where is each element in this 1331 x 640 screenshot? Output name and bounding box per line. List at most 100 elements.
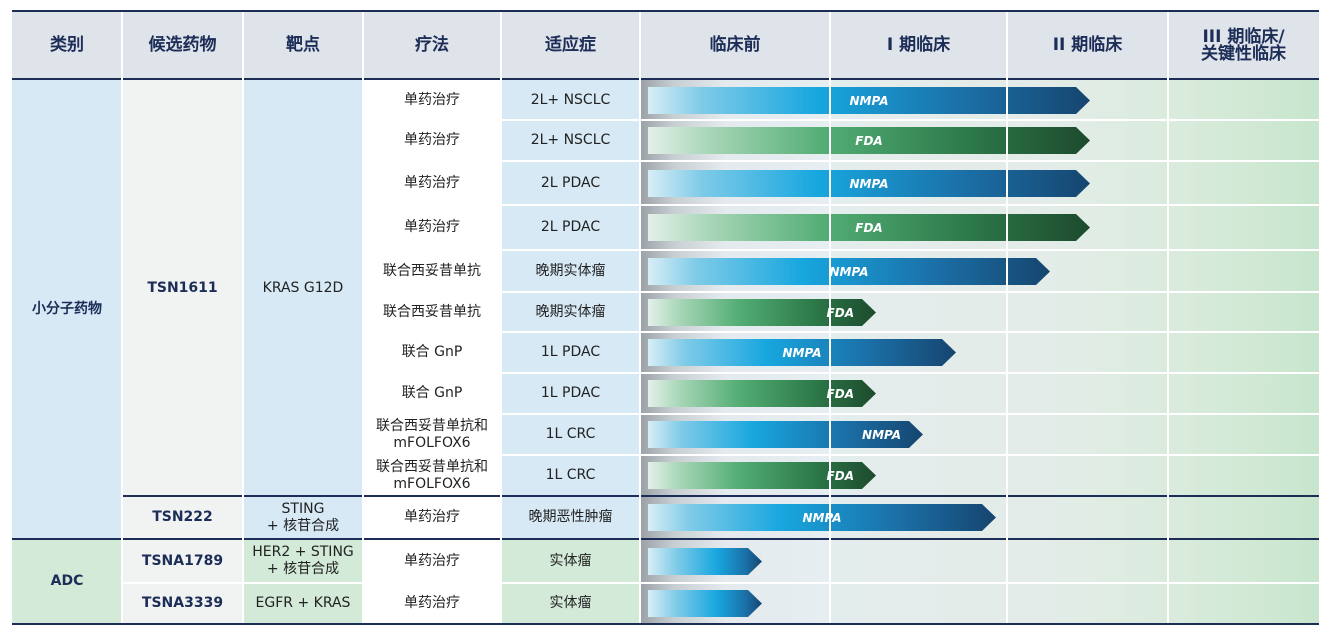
- progress-bar-nmpa: NMPA: [648, 87, 1090, 114]
- target-tsn222-text: + 核苷合成: [266, 517, 340, 534]
- drug-tsn1611: TSN1611: [122, 80, 243, 496]
- bar-label: NMPA: [849, 93, 889, 108]
- therapy-cell-text: 联合西妥昔单抗: [383, 262, 481, 279]
- target-tsna1789-text: + 核苷合成: [266, 561, 340, 577]
- therapy-cell: 单药治疗: [363, 161, 501, 205]
- table-bottom-rule: [12, 623, 1319, 625]
- column-separator: [1167, 12, 1169, 624]
- therapy-cell-text: 单药治疗: [404, 91, 460, 108]
- progress-bar-fda: FDA: [648, 127, 1090, 154]
- header-therapy: 疗法: [363, 12, 501, 79]
- header-top-rule: [12, 10, 1319, 12]
- target-tsn1611: KRAS G12D: [243, 80, 363, 496]
- target-tsn222-text: STING: [281, 500, 325, 517]
- indication-cell: 2L PDAC: [501, 205, 640, 250]
- progress-bar-adc: [648, 590, 762, 617]
- target-tsna3339-text: EGFR + KRAS: [255, 595, 351, 611]
- therapy-cell: 联合西妥昔单抗和 mFOLFOX6: [363, 414, 501, 455]
- category-adc: ADC: [12, 539, 122, 624]
- target-tsna3339: EGFR + KRAS: [243, 583, 363, 624]
- row-separator: [363, 119, 1319, 121]
- drug-tsna3339: TSNA3339: [122, 583, 243, 624]
- indication-cell-text: 1L CRC: [545, 426, 596, 442]
- therapy-cell: 单药治疗: [363, 583, 501, 624]
- therapy-cell-text: 联合西妥昔单抗和: [376, 417, 488, 434]
- column-separator: [362, 12, 364, 624]
- row-separator: [122, 495, 1319, 497]
- indication-cell-text: 实体瘤: [549, 552, 592, 569]
- bar-label: NMPA: [862, 427, 901, 442]
- header-phase1-text: I 期临床: [886, 35, 951, 55]
- column-separator: [1006, 12, 1008, 624]
- therapy-cell-text: 联合西妥昔单抗: [383, 303, 481, 320]
- drug-tsna3339-text: TSNA3339: [141, 595, 224, 611]
- bar-label: NMPA: [782, 345, 822, 360]
- drug-tsna1789: TSNA1789: [122, 539, 243, 583]
- indication-cell-text: 晚期实体瘤: [535, 262, 606, 279]
- indication-cell-text: 2L PDAC: [540, 219, 601, 235]
- header-preclinical-text: 临床前: [709, 35, 761, 55]
- header-phase3-text: 关键性临床: [1201, 43, 1286, 64]
- therapy-cell-text: 联合 GnP: [401, 344, 463, 360]
- therapy-cell-text: 单药治疗: [404, 552, 460, 569]
- bar-label: FDA: [855, 220, 883, 235]
- indication-cell: 实体瘤: [501, 583, 640, 624]
- indication-cell-text: 1L PDAC: [540, 385, 601, 401]
- header-phase1: I 期临床: [830, 12, 1007, 79]
- progress-bar-fda: FDA: [648, 380, 876, 407]
- indication-cell: 2L PDAC: [501, 161, 640, 205]
- therapy-cell: 单药治疗: [363, 496, 501, 539]
- header-bottom-rule: [12, 78, 1319, 80]
- row-separator: [363, 160, 1319, 162]
- row-separator: [12, 538, 1319, 540]
- therapy-cell: 单药治疗: [363, 539, 501, 583]
- indication-cell: 1L PDAC: [501, 332, 640, 373]
- header-phase2: II 期临床: [1007, 12, 1168, 79]
- header-category: 类别: [12, 12, 122, 79]
- therapy-cell-text: 联合西妥昔单抗和: [376, 458, 488, 475]
- row-separator: [363, 454, 1319, 456]
- progress-bar-fda: FDA: [648, 214, 1090, 241]
- indication-cell-text: 2L+ NSCLC: [530, 91, 611, 108]
- header-indication: 适应症: [501, 12, 640, 79]
- bar-label: NMPA: [829, 264, 869, 279]
- therapy-cell-text: 单药治疗: [404, 509, 460, 525]
- header-therapy-text: 疗法: [415, 35, 449, 55]
- target-tsna1789: HER2 + STING + 核苷合成: [243, 539, 363, 583]
- column-separator: [121, 12, 123, 624]
- row-separator: [363, 249, 1319, 251]
- indication-cell: 晚期实体瘤: [501, 250, 640, 292]
- row-separator: [363, 331, 1319, 333]
- target-tsn1611-text: KRAS G12D: [262, 279, 344, 296]
- therapy-cell: 单药治疗: [363, 80, 501, 120]
- header-category-text: 类别: [50, 35, 84, 55]
- indication-cell: 实体瘤: [501, 539, 640, 583]
- therapy-cell: 联合西妥昔单抗: [363, 292, 501, 332]
- header-phase3: III 期临床/关键性临床: [1168, 12, 1319, 79]
- indication-cell-text: 2L PDAC: [540, 174, 601, 191]
- therapy-cell-text: 单药治疗: [404, 595, 460, 611]
- therapy-cell: 单药治疗: [363, 120, 501, 161]
- drug-tsn1611-text: TSN1611: [147, 279, 218, 296]
- indication-cell: 1L PDAC: [501, 373, 640, 414]
- indication-cell-text: 晚期恶性肿瘤: [528, 509, 613, 525]
- indication-cell-text: 实体瘤: [549, 595, 592, 611]
- header-target: 靶点: [243, 12, 363, 79]
- progress-bar-fda: FDA: [648, 462, 876, 489]
- target-tsn222: STING + 核苷合成: [243, 496, 363, 539]
- indication-cell: 1L CRC: [501, 455, 640, 496]
- therapy-cell: 单药治疗: [363, 205, 501, 250]
- target-tsna1789-text: HER2 + STING: [252, 544, 354, 560]
- therapy-cell: 联合西妥昔单抗和 mFOLFOX6: [363, 455, 501, 496]
- therapy-cell-text: mFOLFOX6: [393, 434, 471, 451]
- indication-cell-text: 1L PDAC: [540, 344, 601, 360]
- category-adc-text: ADC: [50, 573, 84, 589]
- progress-bar-nmpa: NMPA: [648, 258, 1050, 285]
- row-separator: [363, 413, 1319, 415]
- progress-bar-nmpa: NMPA: [648, 504, 996, 531]
- column-separator: [639, 12, 641, 624]
- therapy-cell-text: 单药治疗: [404, 174, 460, 191]
- bar-label: FDA: [826, 468, 854, 483]
- row-separator: [363, 291, 1319, 293]
- drug-tsn222: TSN222: [122, 496, 243, 539]
